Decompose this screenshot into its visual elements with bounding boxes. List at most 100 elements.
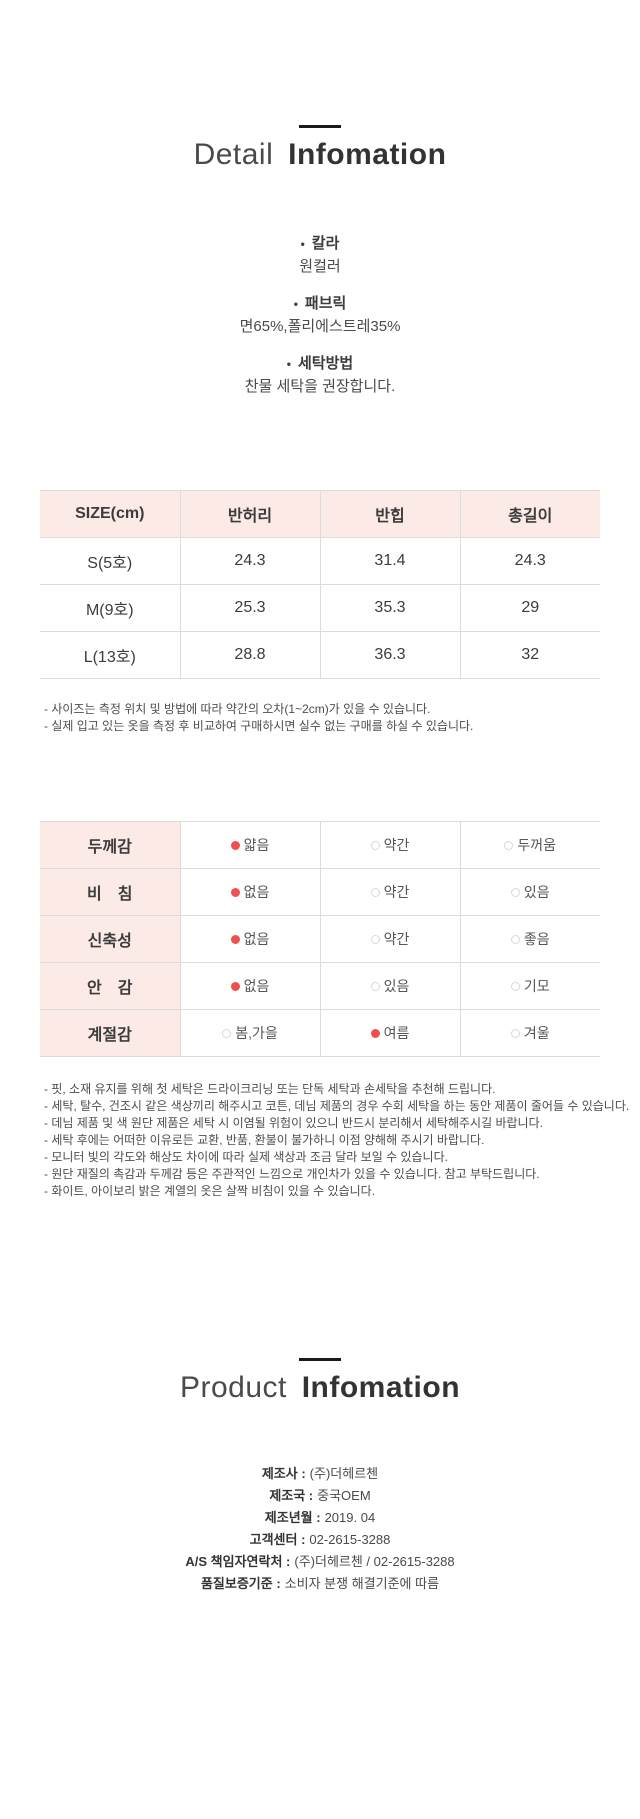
size-cell: 32 xyxy=(459,631,600,679)
bullet-icon: • xyxy=(293,297,298,311)
fabric-option: 없음 xyxy=(179,915,321,963)
info-row-date: 제조년월 :2019. 04 xyxy=(0,1507,640,1529)
fabric-option: 약간 xyxy=(319,821,461,869)
fabric-option-label: 두꺼움 xyxy=(517,837,557,853)
fabric-option: 있음 xyxy=(459,868,600,916)
product-title-light: Product xyxy=(179,1371,287,1404)
attribute-label-text: 세탁방법 xyxy=(298,355,354,372)
radio-icon xyxy=(510,934,520,944)
manufacturer-info: 제조사 : (주)더헤르첸 제조국 : 중국OEM 제조년월 :2019. 04 고… xyxy=(0,1463,640,1595)
detail-title-bold: Infomation xyxy=(288,138,447,171)
bullet-icon: • xyxy=(300,237,305,251)
attribute-value: 면65%,폴리에스트레35% xyxy=(239,318,401,335)
size-table-header: 반허리 xyxy=(179,490,321,538)
fabric-option-label: 얇음 xyxy=(243,837,270,853)
fabric-option-label: 없음 xyxy=(243,884,270,900)
fabric-table: 두께감 얇음 약간 두꺼움 비 침 없음 약간 있음 신축성 없음 약간 좋음 … xyxy=(40,821,600,1057)
fabric-option: 얇음 xyxy=(179,821,321,869)
product-detail-page: Detail Infomation • 칼라 원컬러 • 패브릭 면65%,폴리에스… xyxy=(0,125,640,1595)
attribute-value: 찬물 세탁을 권장합니다. xyxy=(244,378,396,395)
radio-icon xyxy=(370,840,380,850)
product-attributes: • 칼라 원컬러 • 패브릭 면65%,폴리에스트레35% • 세탁방법 찬물 세탁을… xyxy=(0,232,640,398)
size-table-header: SIZE(cm) xyxy=(40,490,181,538)
info-value: 중국OEM xyxy=(317,1488,371,1503)
fabric-option-label: 약간 xyxy=(383,884,410,900)
size-cell: 28.8 xyxy=(179,631,321,679)
info-row-country: 제조국 : 중국OEM xyxy=(0,1485,640,1507)
fabric-option-label: 여름 xyxy=(383,1025,410,1041)
fabric-row-season: 계절감 봄,가을 여름 겨울 xyxy=(40,1009,600,1057)
fabric-option: 있음 xyxy=(319,962,461,1010)
attribute-label: • 세탁방법 xyxy=(0,352,640,376)
fabric-option-label: 있음 xyxy=(523,884,550,900)
fabric-row-label: 두께감 xyxy=(40,821,181,869)
size-cell: 25.3 xyxy=(179,584,321,632)
info-row-warranty: 품질보증기준 : 소비자 분쟁 해결기준에 따름 xyxy=(0,1573,640,1595)
size-note: - 사이즈는 측정 위치 및 방법에 따라 약간의 오차(1~2cm)가 있을 … xyxy=(44,702,431,716)
size-cell: 36.3 xyxy=(319,631,461,679)
fabric-option-label: 기모 xyxy=(523,978,550,994)
size-cell: 31.4 xyxy=(319,537,461,585)
radio-icon xyxy=(510,1028,520,1038)
fabric-option: 여름 xyxy=(319,1009,461,1057)
fabric-row-label: 비 침 xyxy=(40,868,181,916)
fabric-row-label: 신축성 xyxy=(40,915,181,963)
fabric-option: 없음 xyxy=(179,962,321,1010)
radio-icon xyxy=(510,887,520,897)
attribute-fabric: • 패브릭 면65%,폴리에스트레35% xyxy=(0,292,640,338)
info-row-as-contact: A/S 책임자연락처 : (주)더헤르첸 / 02-2615-3288 xyxy=(0,1551,640,1573)
detail-title-light: Detail xyxy=(193,138,274,171)
info-label: 제조국 : xyxy=(269,1488,314,1503)
attribute-label: • 칼라 xyxy=(0,232,640,256)
fabric-row-stretch: 신축성 없음 약간 좋음 xyxy=(40,915,600,963)
fabric-option: 기모 xyxy=(459,962,600,1010)
radio-icon xyxy=(222,1028,232,1038)
size-cell: 35.3 xyxy=(319,584,461,632)
radio-icon xyxy=(370,981,380,991)
size-table-row-s: S(5호) 24.3 31.4 24.3 xyxy=(40,537,600,585)
info-value: (주)더헤르첸 / 02-2615-3288 xyxy=(294,1554,455,1569)
size-cell: S(5호) xyxy=(40,537,181,585)
info-value: 2019. 04 xyxy=(324,1510,376,1525)
care-notes: - 핏, 소재 유지를 위해 첫 세탁은 드라이크리닝 또는 단독 세탁과 손세… xyxy=(44,1081,640,1200)
fabric-option-label: 봄,가을 xyxy=(235,1025,278,1041)
size-cell: L(13호) xyxy=(40,631,181,679)
radio-icon xyxy=(504,840,514,850)
fabric-option: 약간 xyxy=(319,915,461,963)
info-value: (주)더헤르첸 xyxy=(309,1466,379,1481)
care-note: - 세탁 후에는 어떠한 이유로든 교환, 반품, 환불이 불가하니 이점 양해… xyxy=(44,1133,485,1147)
size-table-row-m: M(9호) 25.3 35.3 29 xyxy=(40,584,600,632)
size-cell: 24.3 xyxy=(459,537,600,585)
size-table-header: 반힙 xyxy=(319,490,461,538)
detail-section-divider xyxy=(299,125,341,128)
bullet-icon: • xyxy=(286,357,291,371)
size-cell: 29 xyxy=(459,584,600,632)
info-value: 02-2615-3288 xyxy=(309,1532,391,1547)
info-row-manufacturer: 제조사 : (주)더헤르첸 xyxy=(0,1463,640,1485)
size-table-header: 총길이 xyxy=(459,490,600,538)
fabric-option: 없음 xyxy=(179,868,321,916)
radio-icon xyxy=(510,981,520,991)
radio-icon xyxy=(370,1028,380,1038)
radio-icon xyxy=(230,981,240,991)
fabric-row-thickness: 두께감 얇음 약간 두꺼움 xyxy=(40,821,600,869)
size-table-header-row: SIZE(cm) 반허리 반힙 총길이 xyxy=(40,490,600,538)
radio-icon xyxy=(370,887,380,897)
care-note: - 화이트, 아이보리 밝은 계열의 옷은 살짝 비침이 있을 수 있습니다. xyxy=(44,1184,376,1198)
attribute-label-text: 패브릭 xyxy=(304,295,347,312)
radio-icon xyxy=(370,934,380,944)
fabric-row-label: 안 감 xyxy=(40,962,181,1010)
fabric-option: 겨울 xyxy=(459,1009,600,1057)
care-note: - 데님 제품 및 색 원단 제품은 세탁 시 이염될 위험이 있으니 반드시 … xyxy=(44,1116,543,1130)
fabric-option: 좋음 xyxy=(459,915,600,963)
fabric-row-sheerness: 비 침 없음 약간 있음 xyxy=(40,868,600,916)
fabric-option-label: 있음 xyxy=(383,978,410,994)
size-table-row-l: L(13호) 28.8 36.3 32 xyxy=(40,631,600,679)
care-note: - 원단 재질의 촉감과 두께감 등은 주관적인 느낌으로 개인차가 있을 수 … xyxy=(44,1167,540,1181)
care-note: - 모니터 빛의 각도와 해상도 차이에 따라 실제 색상과 조금 달라 보일 … xyxy=(44,1150,448,1164)
fabric-row-lining: 안 감 없음 있음 기모 xyxy=(40,962,600,1010)
attribute-color: • 칼라 원컬러 xyxy=(0,232,640,278)
fabric-option-label: 약간 xyxy=(383,931,410,947)
fabric-option-label: 겨울 xyxy=(523,1025,550,1041)
detail-section-title: Detail Infomation xyxy=(0,138,640,172)
